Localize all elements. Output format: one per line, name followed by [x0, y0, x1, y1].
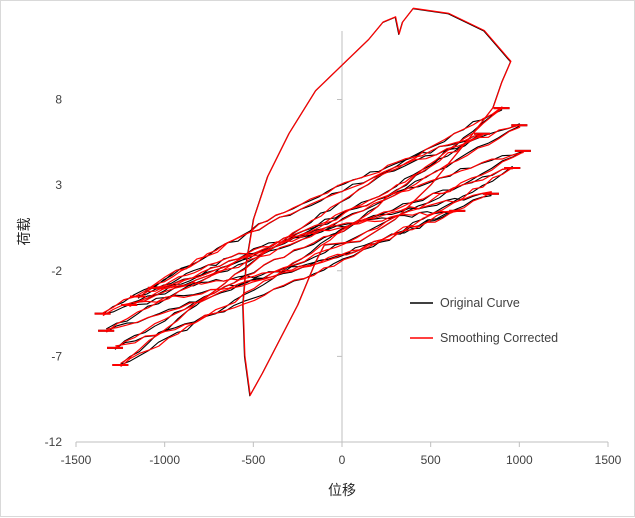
hysteresis-loop-line: [106, 151, 524, 333]
series-layer: [94, 7, 531, 397]
hysteresis-loop-line: [129, 191, 492, 308]
x-tick-label: -1000: [149, 453, 180, 467]
y-tick-label: -12: [45, 435, 63, 449]
series-smoothing-corrected: [94, 7, 531, 396]
x-axis-title: 位移: [328, 483, 356, 499]
legend-label-original: Original Curve: [440, 296, 520, 310]
x-tick-label: -1500: [61, 453, 92, 467]
y-tick-label: -7: [51, 349, 62, 363]
y-tick-label: 8: [55, 93, 62, 107]
axes: -1500 -1000 -500 0 500 1000 1500 -12 -7 -2 3 8: [45, 31, 622, 467]
legend-label-smoothed: Smoothing Corrected: [440, 331, 558, 345]
x-tick-label: 1000: [506, 453, 533, 467]
x-tick-label: 500: [421, 453, 441, 467]
legend: Original Curve Smoothing Corrected: [410, 296, 558, 345]
x-tick-label: -500: [241, 453, 265, 467]
hysteresis-loop-line: [155, 208, 458, 290]
y-tick-label: 3: [55, 178, 62, 192]
y-axis-title: 荷载: [17, 218, 33, 246]
hysteresis-loop-line: [138, 134, 484, 298]
x-tick-label: 0: [339, 453, 346, 467]
y-tick-label: -2: [51, 264, 62, 278]
x-tick-label: 1500: [595, 453, 622, 467]
large-loop-line: [242, 7, 512, 396]
